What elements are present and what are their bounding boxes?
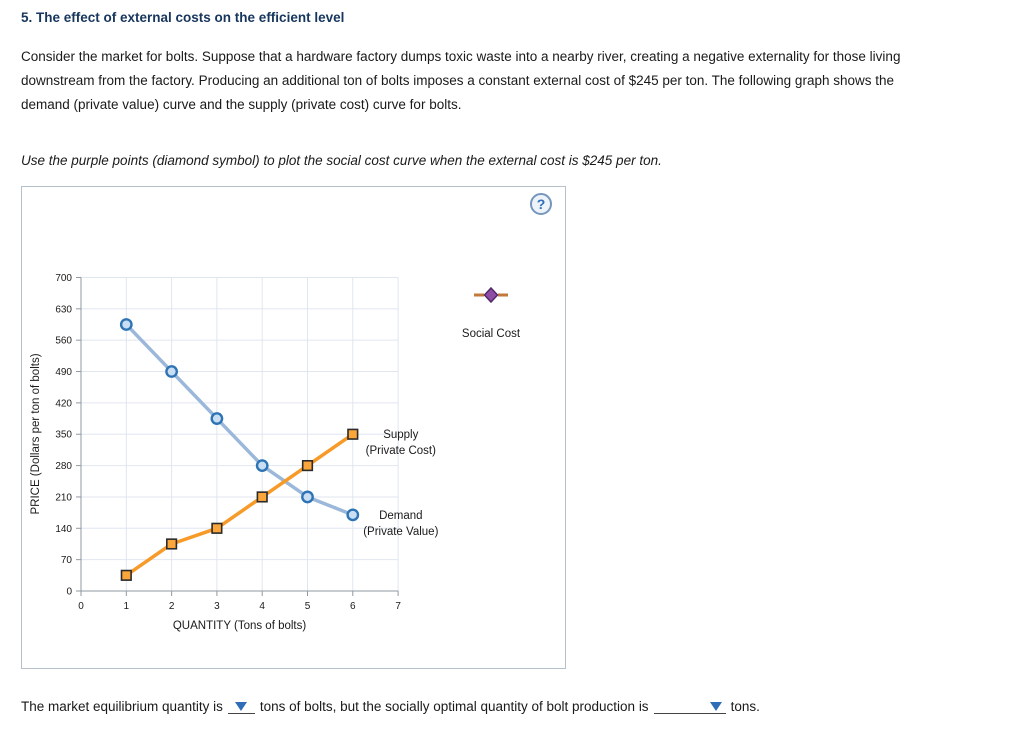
x-tick-label: 1 (124, 601, 130, 612)
x-tick-label: 3 (214, 601, 220, 612)
intro-paragraph: Consider the market for bolts. Suppose t… (21, 49, 901, 112)
supply-legend-label: Supply (383, 429, 418, 441)
x-tick-label: 5 (305, 601, 311, 612)
question-text-1: The market equilibrium quantity is (21, 699, 223, 714)
dropdown-arrow-icon (709, 702, 722, 711)
demand-point (301, 490, 314, 504)
y-tick-label: 420 (55, 398, 72, 409)
x-tick-label: 6 (350, 601, 356, 612)
demand-legend-label: (Private Value) (363, 526, 438, 538)
social-cost-diamond-handle[interactable] (483, 286, 499, 304)
y-tick-label: 630 (55, 304, 72, 315)
instruction-text: Use the purple points (diamond symbol) t… (21, 153, 662, 168)
supply-point (211, 522, 223, 534)
demand-point (255, 459, 269, 472)
help-icon[interactable]: ? (530, 193, 552, 215)
demand-point (210, 412, 224, 425)
x-tick-label: 0 (78, 601, 84, 612)
graph-canvas[interactable]: 0 70 140 210 280 350 420 490 560 630 700 0 1 2 3 4 5 6 7 QU… (22, 187, 567, 670)
x-tick-label: 7 (395, 601, 401, 612)
supply-point (120, 569, 132, 581)
y-tick-label: 280 (55, 461, 72, 472)
question-sentence: The market equilibrium quantity is tons o… (21, 699, 1003, 714)
y-tick-label: 0 (66, 587, 72, 598)
graph-panel: ? 0 70 140 210 280 350 420 490 560 630 700 0 1 2 3 4 5 6 7… (21, 186, 566, 669)
optimal-quantity-dropdown[interactable] (653, 700, 726, 714)
x-tick-label: 2 (169, 601, 175, 612)
supply-curve (124, 432, 355, 578)
y-tick-label: 700 (55, 273, 72, 284)
dropdown-arrow-icon (235, 702, 248, 711)
y-tick-label: 70 (61, 555, 73, 566)
y-tick-label: 210 (55, 492, 72, 503)
x-axis-title: QUANTITY (Tons of bolts) (173, 620, 307, 632)
demand-point (346, 508, 360, 522)
question-text-2: tons of bolts, but the socially optimal … (259, 699, 649, 714)
supply-legend-label: (Private Cost) (366, 445, 436, 457)
question-text-3: tons. (730, 699, 760, 714)
y-tick-label: 350 (55, 430, 72, 441)
supply-point (301, 459, 314, 472)
x-tick-label: 4 (259, 601, 265, 612)
page-title: 5. The effect of external costs on the e… (21, 10, 345, 25)
demand-point (165, 365, 179, 378)
demand-legend-label: Demand (379, 510, 422, 522)
social-cost-legend-label: Social Cost (462, 328, 521, 340)
supply-point (256, 491, 268, 503)
y-tick-label: 490 (55, 367, 72, 378)
supply-point (166, 538, 178, 550)
assignment-page: 5. The effect of external costs on the e… (21, 10, 1003, 714)
y-tick-label: 560 (55, 336, 72, 347)
supply-point (347, 428, 359, 440)
y-tick-label: 140 (55, 524, 72, 535)
demand-curve (124, 322, 355, 517)
y-axis-title: PRICE (Dollars per ton of bolts) (30, 353, 42, 514)
equilibrium-quantity-dropdown[interactable] (227, 700, 255, 714)
demand-point (119, 318, 133, 331)
